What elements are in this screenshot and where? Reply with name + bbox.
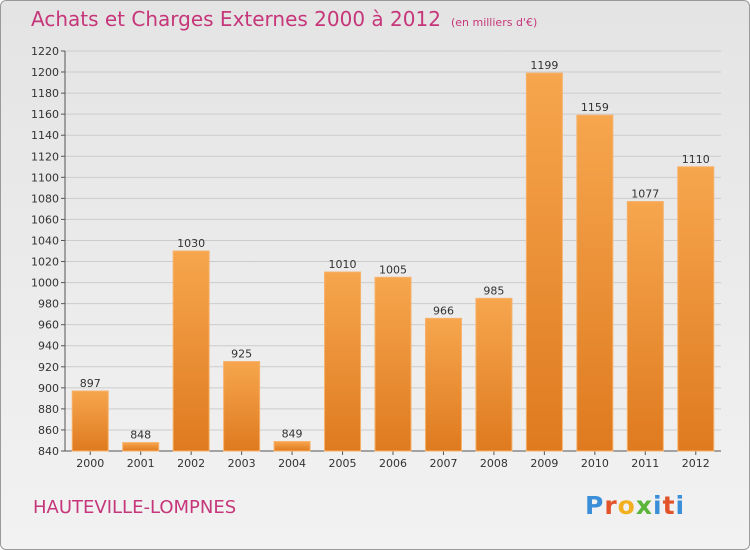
x-tick-label: 2011 [631, 457, 659, 470]
bar-layer: 897 848 1030 925 849 1010 1005 966 985 1199 1159 10… [71, 59, 715, 452]
x-tick-label: 2006 [379, 457, 407, 470]
bar [525, 72, 563, 452]
x-tick-label: 2001 [127, 457, 155, 470]
y-tick-label: 980 [38, 298, 59, 311]
bar [374, 276, 412, 452]
bar [223, 361, 261, 452]
bar-value-label: 966 [433, 304, 454, 317]
chart-title: Achats et Charges Externes 2000 à 2012 (e… [31, 7, 537, 31]
logo-letter: i [675, 491, 686, 520]
bar [71, 390, 109, 452]
bar-value-label: 1110 [682, 153, 710, 166]
y-tick-label: 840 [38, 445, 59, 458]
logo-letter: x [635, 491, 653, 520]
y-tick-label: 1180 [31, 87, 59, 100]
logo-letter: r [604, 491, 618, 520]
y-tick-label: 1000 [31, 277, 59, 290]
y-tick-label: 860 [38, 424, 59, 437]
bar-value-label: 897 [80, 377, 101, 390]
logo-letter: i [653, 491, 663, 520]
x-tick-label: 2000 [76, 457, 104, 470]
logo-letter: t [662, 491, 676, 520]
bar [324, 271, 362, 452]
bar [273, 441, 311, 452]
bar-value-label: 848 [130, 429, 151, 442]
y-tick-label: 1020 [31, 256, 59, 269]
bar-value-label: 1005 [379, 263, 407, 276]
bar [677, 166, 715, 452]
x-tick-label: 2007 [429, 457, 457, 470]
title-text: Achats et Charges Externes 2000 à 2012 [31, 7, 441, 31]
x-tick-label: 2008 [480, 457, 508, 470]
y-tick-label: 1120 [31, 150, 59, 163]
chart-subtitle: (en milliers d'€) [450, 16, 538, 29]
bar-value-label: 1159 [581, 101, 609, 114]
bar [122, 442, 160, 452]
x-tick-label: 2005 [329, 457, 357, 470]
y-tick-label: 1060 [31, 213, 59, 226]
bar-value-label: 1010 [329, 258, 357, 271]
bar [424, 317, 462, 452]
y-tick-label: 1220 [31, 45, 59, 58]
y-tick-label: 1080 [31, 192, 59, 205]
y-tick-label: 880 [38, 403, 59, 416]
bar-value-label: 925 [231, 348, 252, 361]
bar-value-label: 849 [282, 428, 303, 441]
proxiti-logo: Proxiti [585, 491, 685, 520]
bar [475, 297, 513, 452]
x-tick-label: 2003 [228, 457, 256, 470]
x-tick-label: 2010 [581, 457, 609, 470]
place-name: HAUTEVILLE-LOMPNES [33, 497, 237, 518]
x-tick-label: 2012 [682, 457, 710, 470]
y-tick-label: 920 [38, 361, 59, 374]
bar-value-label: 985 [483, 284, 504, 297]
bar [172, 250, 210, 452]
logo-letter: o [617, 491, 636, 520]
bar [626, 201, 664, 452]
y-tick-label: 1160 [31, 108, 59, 121]
x-tick-label: 2002 [177, 457, 205, 470]
y-tick-label: 1140 [31, 129, 59, 142]
bar [576, 114, 614, 452]
y-tick-label: 1040 [31, 234, 59, 247]
x-tick-label: 2009 [530, 457, 558, 470]
y-tick-label: 960 [38, 319, 59, 332]
logo-letter: P [585, 491, 605, 520]
bar-value-label: 1030 [177, 237, 205, 250]
y-tick-label: 940 [38, 340, 59, 353]
y-tick-label: 900 [38, 382, 59, 395]
bar-value-label: 1077 [631, 188, 659, 201]
y-tick-label: 1200 [31, 66, 59, 79]
axis-layer: 840 860 880 900 920 940 960 980 1000 1020 1040 1060… [31, 45, 721, 470]
bar-value-label: 1199 [530, 59, 558, 72]
x-tick-label: 2004 [278, 457, 306, 470]
y-tick-label: 1100 [31, 171, 59, 184]
